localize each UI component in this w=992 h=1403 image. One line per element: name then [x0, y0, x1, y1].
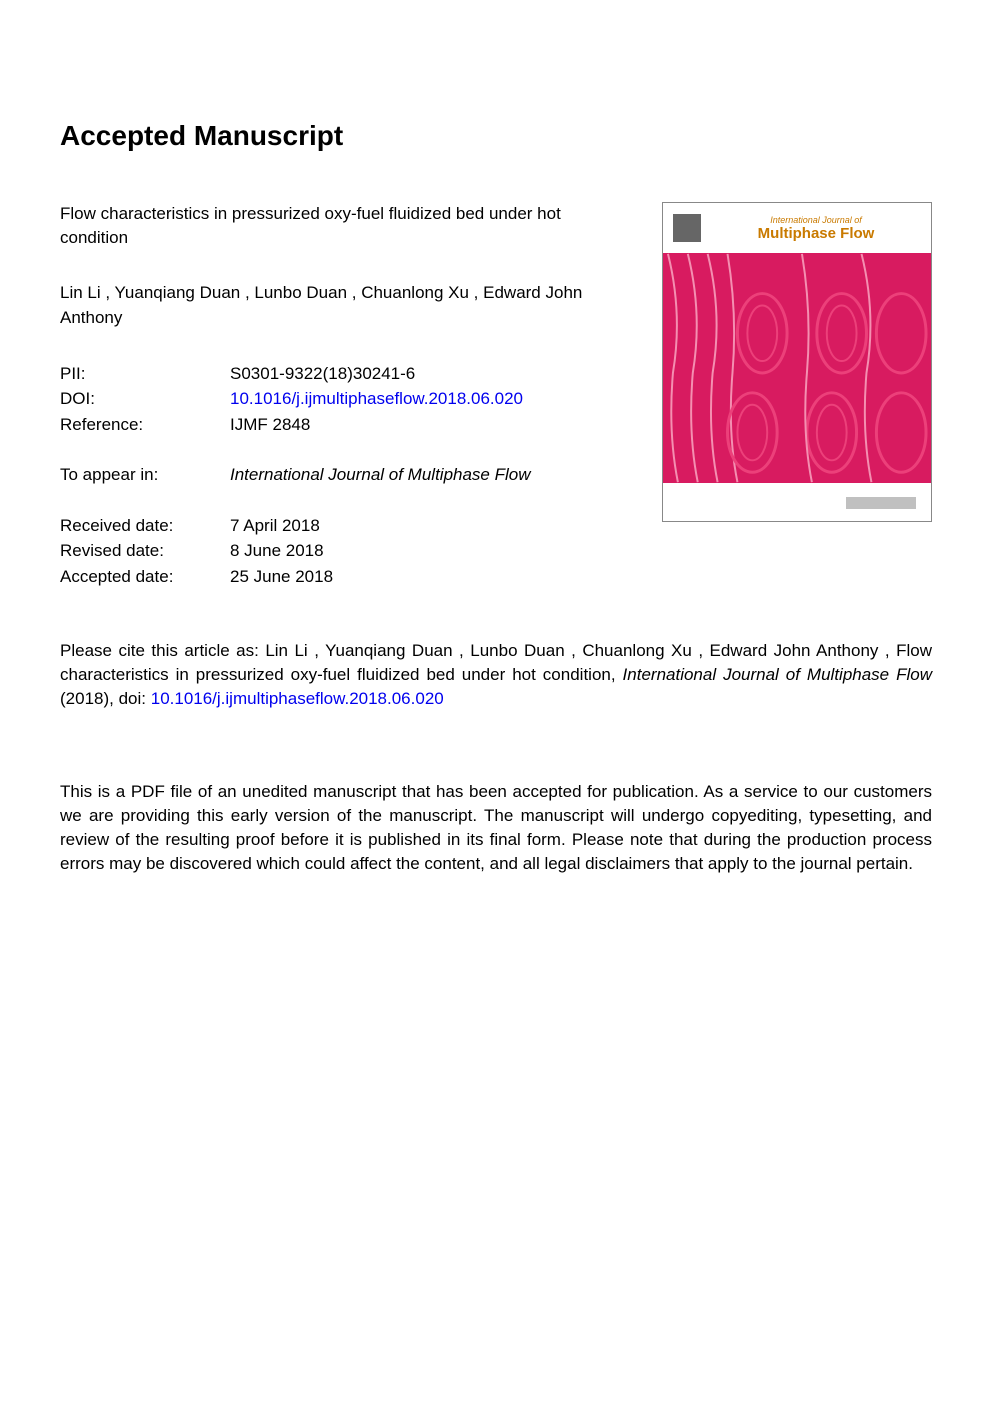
meta-row-reference: Reference: IJMF 2848 [60, 412, 632, 438]
left-column: Flow characteristics in pressurized oxy-… [60, 202, 632, 614]
citation-doi-link[interactable]: 10.1016/j.ijmultiphaseflow.2018.06.020 [151, 689, 444, 708]
citation-paragraph: Please cite this article as: Lin Li , Yu… [60, 639, 932, 710]
article-title: Flow characteristics in pressurized oxy-… [60, 202, 632, 250]
journal-subtitle: International Journal of [711, 215, 921, 225]
citation-year: (2018), doi: [60, 689, 151, 708]
meta-row-appear-in: To appear in: International Journal of M… [60, 462, 632, 488]
doi-link[interactable]: 10.1016/j.ijmultiphaseflow.2018.06.020 [230, 386, 523, 412]
appear-in-label: To appear in: [60, 462, 230, 488]
reference-label: Reference: [60, 412, 230, 438]
meta-row-revised: Revised date: 8 June 2018 [60, 538, 632, 564]
revised-label: Revised date: [60, 538, 230, 564]
meta-row-received: Received date: 7 April 2018 [60, 513, 632, 539]
received-label: Received date: [60, 513, 230, 539]
elsevier-logo-icon [673, 214, 701, 242]
appear-in-value: International Journal of Multiphase Flow [230, 462, 531, 488]
dates-table: Received date: 7 April 2018 Revised date… [60, 513, 632, 590]
authors-list: Lin Li , Yuanqiang Duan , Lunbo Duan , C… [60, 280, 632, 331]
journal-title-block: International Journal of Multiphase Flow [711, 215, 921, 242]
reference-value: IJMF 2848 [230, 412, 310, 438]
cover-footer-bar [846, 497, 916, 509]
meta-row-accepted: Accepted date: 25 June 2018 [60, 564, 632, 590]
received-value: 7 April 2018 [230, 513, 320, 539]
identifiers-table: PII: S0301-9322(18)30241-6 DOI: 10.1016/… [60, 361, 632, 438]
wave-pattern-icon [663, 253, 931, 483]
meta-row-doi: DOI: 10.1016/j.ijmultiphaseflow.2018.06.… [60, 386, 632, 412]
journal-cover: International Journal of Multiphase Flow [662, 202, 932, 522]
revised-value: 8 June 2018 [230, 538, 324, 564]
doi-label: DOI: [60, 386, 230, 412]
meta-row-pii: PII: S0301-9322(18)30241-6 [60, 361, 632, 387]
pii-value: S0301-9322(18)30241-6 [230, 361, 415, 387]
cover-header: International Journal of Multiphase Flow [663, 203, 931, 253]
accepted-value: 25 June 2018 [230, 564, 333, 590]
journal-name: Multiphase Flow [711, 225, 921, 242]
disclaimer-paragraph: This is a PDF file of an unedited manusc… [60, 780, 932, 875]
cover-artwork [663, 253, 931, 483]
cover-footer [663, 483, 931, 523]
header-section: Accepted Manuscript [60, 120, 932, 152]
accepted-label: Accepted date: [60, 564, 230, 590]
citation-journal: International Journal of Multiphase Flow [623, 665, 932, 684]
pii-label: PII: [60, 361, 230, 387]
page-heading: Accepted Manuscript [60, 120, 932, 152]
appear-in-table: To appear in: International Journal of M… [60, 462, 632, 488]
content-row: Flow characteristics in pressurized oxy-… [60, 202, 932, 614]
